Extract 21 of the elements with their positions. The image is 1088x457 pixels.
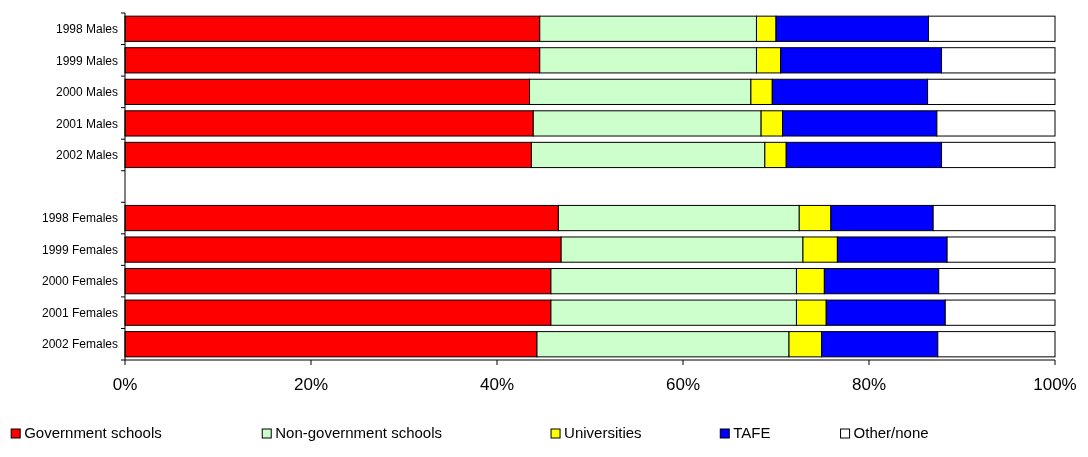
legend-label: Universities (564, 424, 642, 441)
y-tick-label: 1998 Females (41, 211, 118, 226)
legend-label: Other/none (853, 424, 929, 441)
y-tick-label: 2000 Males (55, 85, 118, 100)
y-tick-label: 1999 Males (55, 53, 118, 68)
legend-label: Non-government schools (275, 424, 442, 441)
legend-label: TAFE (733, 424, 771, 441)
x-tick-label: 60% (665, 375, 701, 394)
y-tick-label: 1999 Females (41, 242, 118, 257)
y-tick-label: 2002 Males (55, 148, 118, 163)
y-tick-label: 2001 Females (41, 305, 118, 320)
y-tick-label: 1998 Males (55, 21, 118, 36)
y-tick-label: 2000 Females (41, 274, 118, 289)
x-tick-label: 40% (479, 375, 515, 394)
legend-label: Government schools (24, 424, 162, 441)
y-tick-label: 2001 Males (55, 116, 118, 131)
x-tick-label: 80% (851, 375, 887, 394)
x-tick-label: 100% (1033, 375, 1077, 394)
y-tick-label: 2002 Females (41, 337, 118, 352)
x-tick-label: 20% (293, 375, 329, 394)
x-tick-label: 0% (112, 375, 138, 394)
